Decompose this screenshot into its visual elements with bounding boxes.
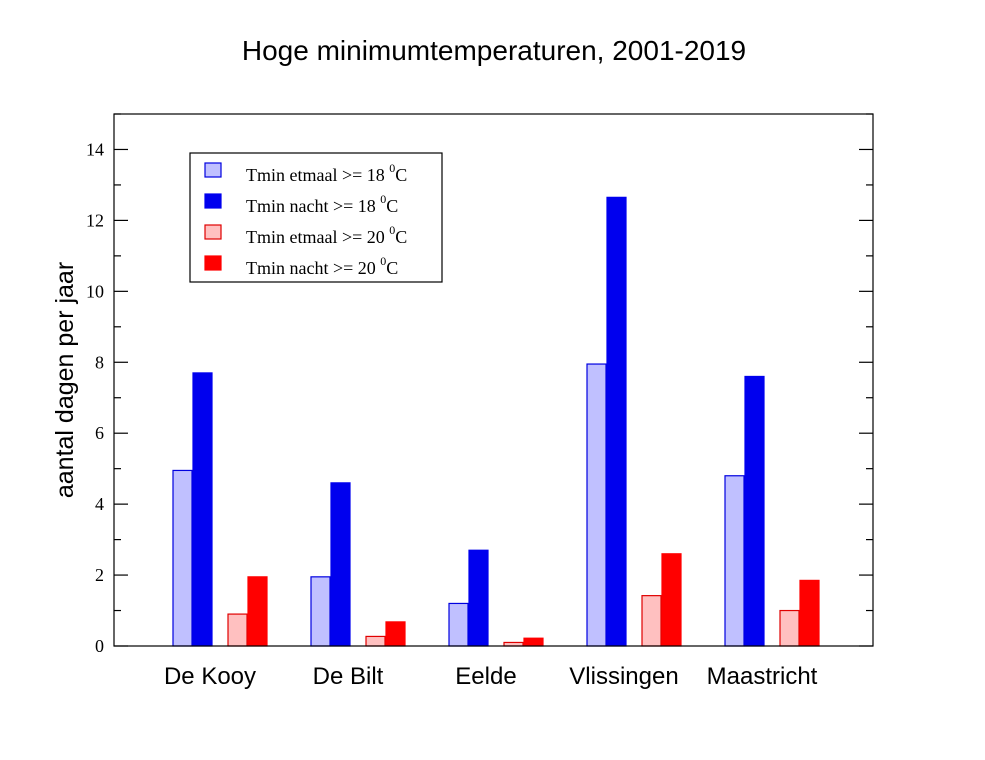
- y-tick-label: 14: [86, 139, 104, 159]
- bar-1-de-kooy: [172, 469, 193, 647]
- legend-swatch-2: [204, 193, 222, 209]
- bar-1-de-bilt: [310, 576, 331, 647]
- bar-1-eelde: [448, 602, 469, 647]
- bar-3-vlissingen: [641, 595, 662, 647]
- bar-2-de-kooy: [192, 372, 213, 647]
- legend-swatch-4: [204, 255, 222, 271]
- legend-box: [189, 152, 443, 283]
- bar-1-vlissingen: [586, 363, 607, 647]
- y-tick-label: 8: [95, 352, 104, 372]
- bar-4-eelde: [523, 637, 544, 647]
- bar-4-maastricht: [799, 579, 820, 647]
- legend-swatch-3: [204, 224, 222, 240]
- bar-4-de-kooy: [247, 576, 268, 647]
- plot-frame: [113, 113, 874, 647]
- y-tick-label: 10: [86, 281, 104, 301]
- axes-layer: 0 2 4 6 8 10 12 14 De Kooy De Bilt Eelde Vlissingen…: [86, 113, 874, 690]
- bar-2-de-bilt: [330, 482, 351, 647]
- bar-3-de-kooy: [227, 613, 248, 647]
- bar-3-maastricht: [779, 609, 800, 647]
- y-axis-label: aantal dagen per jaar: [51, 262, 79, 498]
- bar-1-maastricht: [724, 475, 745, 647]
- bar-2-maastricht: [744, 375, 765, 647]
- legend: Tmin etmaal >= 18 0C Tmin nacht >= 18 0C T…: [189, 152, 443, 283]
- x-tick-label: Maastricht: [707, 663, 818, 690]
- legend-label-1: Tmin etmaal >= 18 0C: [246, 161, 407, 185]
- y-tick-label: 4: [95, 494, 104, 514]
- x-tick-label: De Bilt: [313, 663, 384, 690]
- legend-label-4: Tmin nacht >= 20 0C: [246, 254, 398, 278]
- bar-3-de-bilt: [365, 635, 386, 647]
- legend-label-2: Tmin nacht >= 18 0C: [246, 192, 398, 216]
- legend-swatch-1: [204, 162, 222, 178]
- x-tick-label: Eelde: [455, 663, 516, 690]
- x-tick-label: Vlissingen: [569, 663, 678, 690]
- legend-label-3: Tmin etmaal >= 20 0C: [246, 223, 407, 247]
- y-tick-label: 0: [95, 636, 104, 656]
- bar-2-vlissingen: [606, 196, 627, 647]
- x-tick-label: De Kooy: [164, 663, 256, 690]
- bar-4-de-bilt: [385, 621, 406, 647]
- bar-4-vlissingen: [661, 553, 682, 647]
- chart-title: Hoge minimumtemperaturen, 2001-2019: [242, 35, 746, 66]
- y-tick-label: 2: [95, 565, 104, 585]
- y-tick-label: 6: [95, 423, 104, 443]
- y-tick-label: 12: [86, 210, 104, 230]
- bar-2-eelde: [468, 549, 489, 647]
